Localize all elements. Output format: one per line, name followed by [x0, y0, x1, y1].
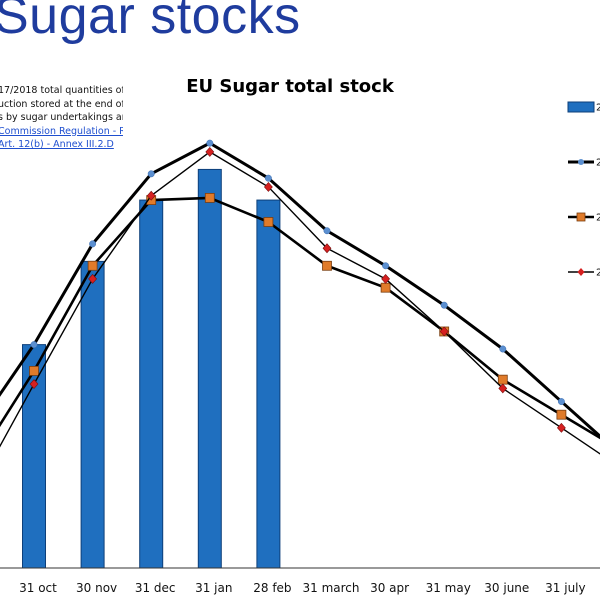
data-point [88, 273, 98, 284]
data-point [263, 181, 273, 192]
x-axis: 31 oct 30 nov 31 dec 31 jan 28 feb 31 march 30… [0, 567, 600, 595]
data-point [556, 409, 567, 420]
data-point [380, 282, 391, 293]
legend-marker [578, 159, 584, 165]
data-point [557, 398, 565, 406]
legend-item: 20 [568, 213, 600, 224]
data-point [147, 170, 155, 178]
data-point [322, 260, 332, 271]
chart-bar [22, 344, 46, 569]
data-point [323, 227, 331, 235]
x-tick-label: 31 jan [195, 581, 232, 595]
legend-item: 20 [568, 268, 600, 279]
x-tick-label: 30 nov [76, 581, 117, 595]
data-point [382, 262, 390, 270]
data-point [322, 243, 332, 254]
series-line [0, 151, 600, 455]
data-point [263, 217, 274, 227]
x-tick-label: 30 apr [370, 581, 409, 595]
x-tick-label: 31 oct [19, 581, 57, 595]
legend-swatch [567, 101, 595, 113]
series-line [0, 141, 600, 439]
legend-label: 20 [596, 268, 600, 279]
slide-title: Sugar stocks [0, 0, 301, 45]
bar-series [22, 168, 281, 569]
x-tick-label: 28 feb [253, 581, 291, 595]
data-point [30, 341, 38, 349]
source-note: 17/2018 total quantities of uction store… [0, 84, 123, 152]
data-point [499, 345, 507, 353]
chart-bar [197, 168, 222, 569]
data-point [29, 379, 39, 389]
chart-bar [80, 260, 105, 569]
data-point [204, 192, 215, 203]
line-series-group [0, 139, 600, 455]
series-line [0, 196, 600, 440]
x-tick-label: 31 dec [135, 581, 176, 595]
data-point [264, 174, 272, 182]
data-point [89, 240, 97, 248]
data-point [381, 273, 391, 284]
source-note-line: s by sugar undertakings and [0, 112, 123, 123]
line-series [0, 146, 600, 455]
legend-item: 20 [567, 101, 600, 114]
legend-marker [576, 212, 586, 222]
x-tick-label: 30 june [484, 581, 529, 595]
chart-bar [139, 199, 164, 569]
source-note-line: uction stored at the end of [0, 98, 123, 110]
legend-label: 20 [596, 213, 600, 224]
data-point [497, 374, 508, 385]
legend-marker [577, 268, 585, 276]
data-point [146, 190, 156, 201]
regulation-link[interactable]: Commission Regulation - R [0, 125, 123, 137]
legend-label: 20 [596, 103, 600, 114]
source-note-line: 17/2018 total quantities of [0, 85, 123, 96]
data-point [29, 365, 39, 376]
regulation-article-link[interactable]: Art. 12(b) - Annex III.2.D [0, 139, 114, 150]
data-point [440, 301, 448, 309]
data-point [556, 422, 566, 433]
line-series [0, 192, 600, 440]
x-tick-label: 31 july [545, 581, 585, 595]
chart-bar [256, 199, 281, 569]
legend-item: 20 [568, 158, 600, 169]
x-tick-label: 31 may [426, 581, 471, 595]
line-series [0, 139, 600, 439]
data-point [206, 139, 214, 147]
legend-label: 20 [596, 158, 600, 169]
chart-title: EU Sugar total stock [186, 76, 394, 97]
data-point [498, 383, 508, 394]
data-point [87, 260, 98, 271]
legend: 20 20 20 20 [567, 101, 600, 279]
x-tick-label: 31 march [303, 581, 360, 595]
data-point [439, 326, 449, 337]
data-point [205, 146, 215, 157]
